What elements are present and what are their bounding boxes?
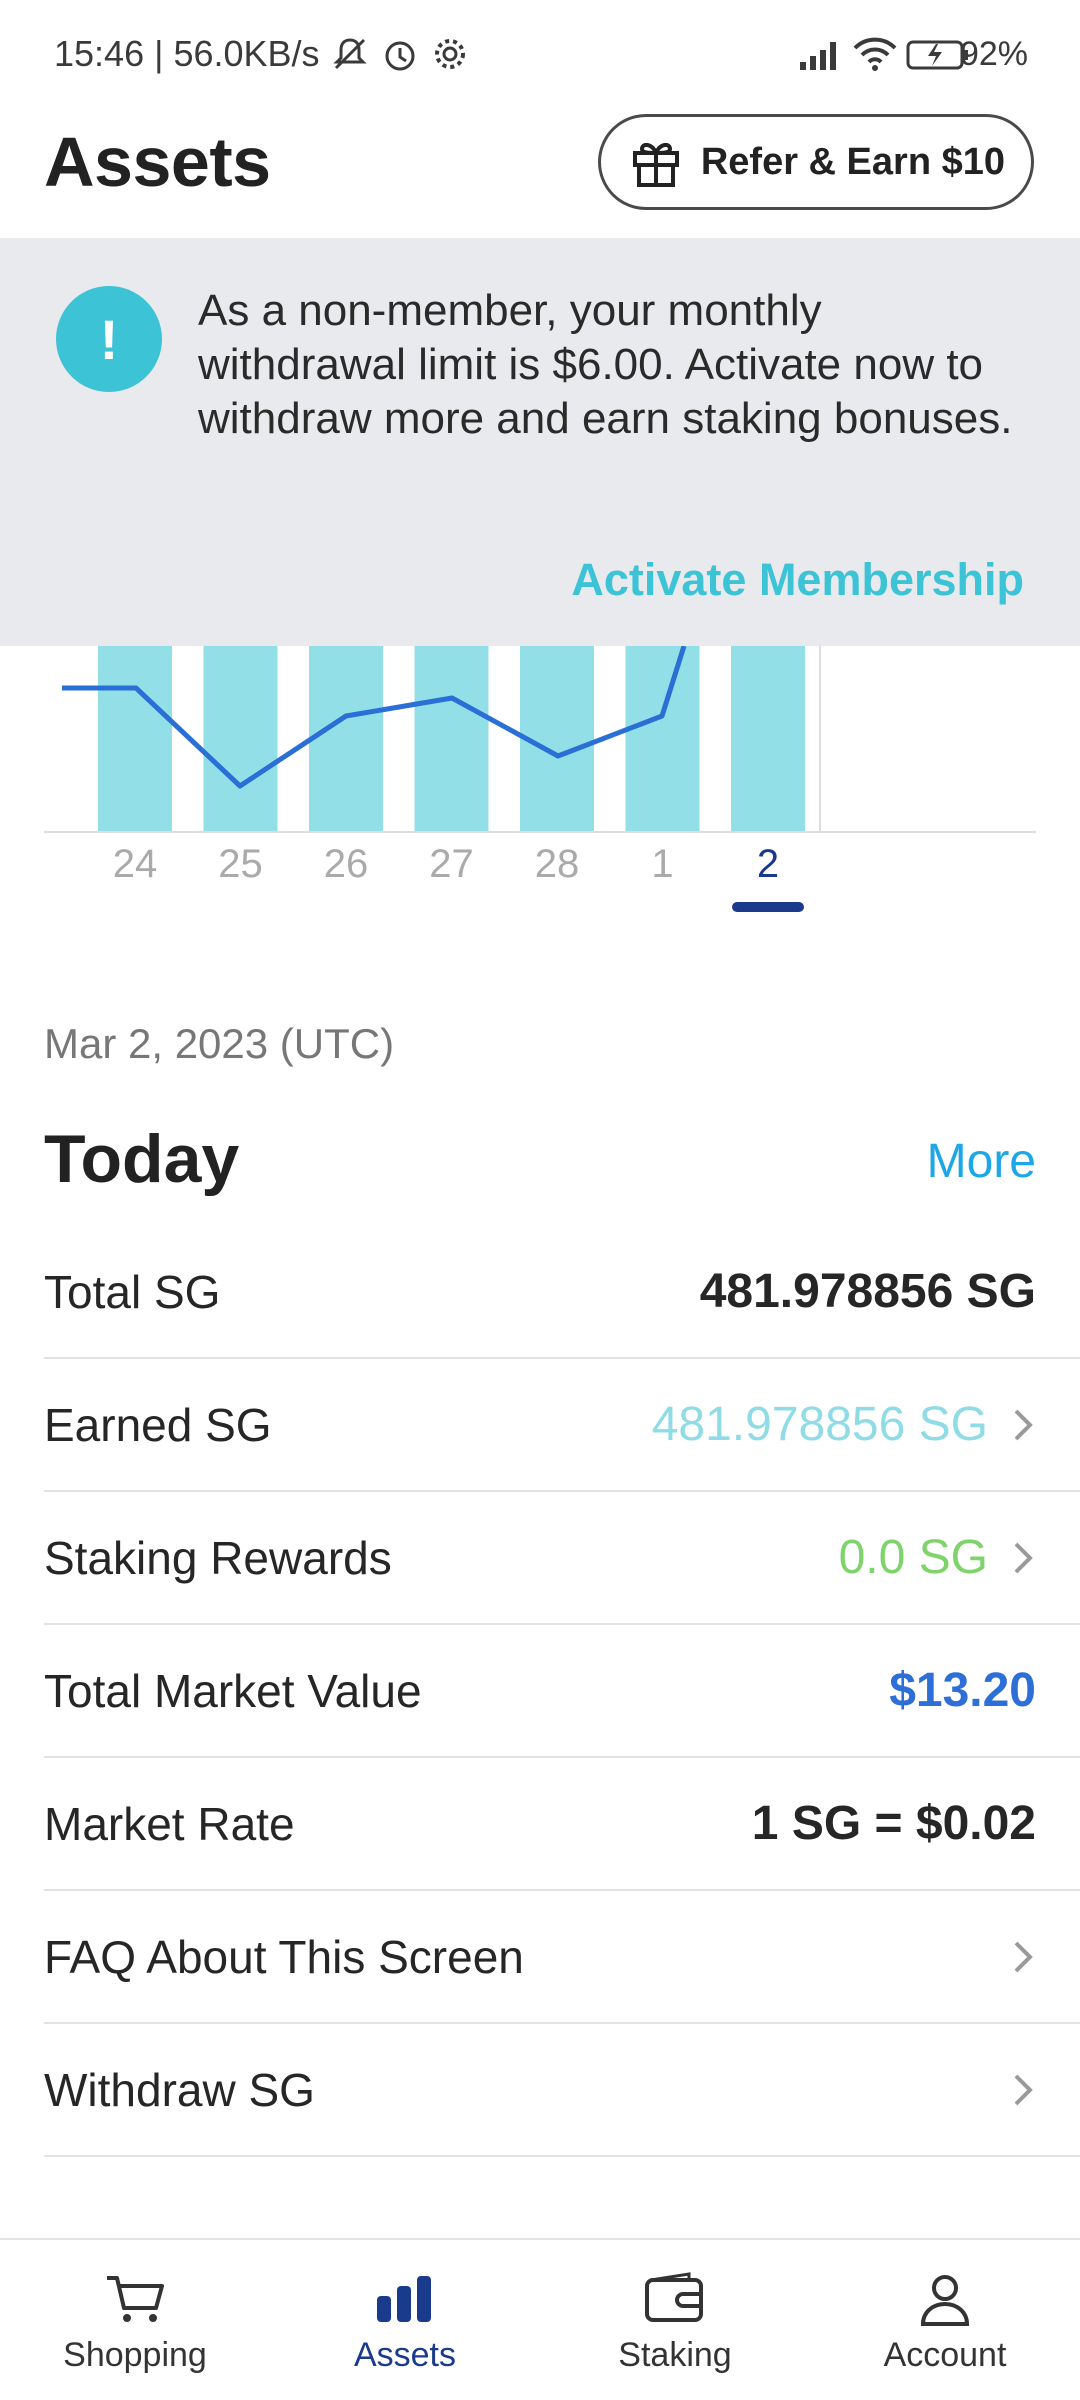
summary-list: Total SG 481.978856 SG Earned SG 481.978… — [44, 1226, 1080, 2157]
market-rate-value: 1 SG = $0.02 — [751, 1797, 1036, 1850]
chart-tick-2[interactable]: 2 — [756, 842, 780, 886]
row-label: FAQ About This Screen — [44, 1930, 524, 1983]
more-link[interactable]: More — [926, 1135, 1036, 1188]
row-earned-sg[interactable]: Earned SG 481.978856 SG — [44, 1359, 1080, 1492]
row-label: Market Rate — [44, 1797, 295, 1850]
chevron-right-icon — [1014, 1542, 1033, 1573]
alert-icon: ! — [56, 286, 162, 392]
date-label: Mar 2, 2023 (UTC) — [44, 1020, 395, 1067]
staking-rewards-value: 0.0 SG — [838, 1531, 988, 1584]
bar-chart-icon — [377, 2276, 431, 2322]
battery-percent: 92% — [959, 34, 1028, 73]
row-label: Earned SG — [44, 1398, 272, 1451]
mute-icon — [330, 34, 370, 74]
chart-bar-26 — [309, 646, 383, 832]
page-title: Assets — [44, 123, 271, 201]
banner-message: As a non-member, your monthly withdrawal… — [198, 286, 1013, 443]
row-withdraw-sg[interactable]: Withdraw SG — [44, 2024, 1080, 2157]
activate-membership-link[interactable]: Activate Membership — [571, 554, 1024, 605]
chevron-right-icon — [1014, 2074, 1033, 2105]
chart-tick-27[interactable]: 27 — [429, 842, 474, 886]
chart-tick-1[interactable]: 1 — [651, 842, 674, 886]
chart-bar-1 — [625, 646, 700, 832]
nav-shopping[interactable]: Shopping — [0, 2240, 270, 2400]
chart-trend-line — [62, 646, 687, 789]
total-market-value: $13.20 — [889, 1664, 1036, 1717]
chart-bar-25 — [203, 646, 278, 832]
chart-bar-24 — [98, 646, 172, 832]
chart-tick-24[interactable]: 24 — [112, 842, 158, 886]
row-market-rate: Market Rate 1 SG = $0.02 — [44, 1758, 1080, 1891]
wifi-icon — [852, 34, 897, 74]
row-staking-rewards[interactable]: Staking Rewards 0.0 SG — [44, 1492, 1080, 1625]
person-icon — [920, 2275, 970, 2326]
gift-icon — [629, 135, 683, 189]
chevron-right-icon — [1014, 1409, 1033, 1440]
chart-tick-28[interactable]: 28 — [534, 842, 580, 886]
row-faq[interactable]: FAQ About This Screen — [44, 1891, 1080, 2024]
nav-label: Account — [883, 2336, 1007, 2374]
row-label: Withdraw SG — [44, 2063, 315, 2116]
row-label: Total SG — [44, 1265, 221, 1318]
refer-earn-label: Refer & Earn $10 — [700, 140, 1005, 183]
assets-chart: 24 25 26 27 28 1 2 — [0, 646, 1080, 926]
earned-sg-value: 481.978856 SG — [651, 1398, 988, 1451]
chevron-right-icon — [1014, 1941, 1033, 1972]
row-label: Total Market Value — [44, 1664, 422, 1717]
battery-icon — [906, 34, 968, 74]
settings-icon — [430, 34, 470, 74]
chart-tick-25[interactable]: 25 — [218, 842, 263, 886]
chart-bar-2 — [731, 646, 805, 832]
row-label: Staking Rewards — [44, 1531, 392, 1584]
status-bar: 15:46 | 56.0KB/s 92% — [0, 0, 1080, 108]
nav-staking[interactable]: Staking — [540, 2240, 810, 2400]
header: Assets Refer & Earn $10 — [0, 108, 1080, 238]
total-sg-value: 481.978856 SG — [699, 1265, 1036, 1318]
wallet-icon — [645, 2272, 703, 2322]
nav-label: Staking — [618, 2336, 732, 2374]
membership-banner: ! As a non-member, your monthly withdraw… — [0, 238, 1080, 646]
nav-account[interactable]: Account — [810, 2240, 1080, 2400]
chart-svg — [44, 646, 1036, 833]
refer-earn-button[interactable]: Refer & Earn $10 — [597, 114, 1034, 210]
selected-day-indicator — [732, 902, 804, 912]
bottom-nav: Shopping Assets Staking Account — [0, 2238, 1080, 2400]
status-time-speed: 15:46 | 56.0KB/s — [54, 33, 320, 74]
signal-icon — [798, 34, 838, 74]
chart-bar-27 — [414, 646, 489, 832]
cart-icon — [107, 2276, 164, 2322]
nav-label: Assets — [353, 2336, 457, 2374]
nav-label: Shopping — [63, 2336, 207, 2374]
row-total-sg: Total SG 481.978856 SG — [44, 1226, 1080, 1359]
today-title: Today — [44, 1121, 240, 1197]
alarm-icon — [380, 34, 420, 74]
chart-bar-28 — [520, 646, 594, 832]
row-total-market-value: Total Market Value $13.20 — [44, 1625, 1080, 1758]
chart-tick-26[interactable]: 26 — [323, 842, 369, 886]
nav-assets[interactable]: Assets — [270, 2240, 540, 2400]
